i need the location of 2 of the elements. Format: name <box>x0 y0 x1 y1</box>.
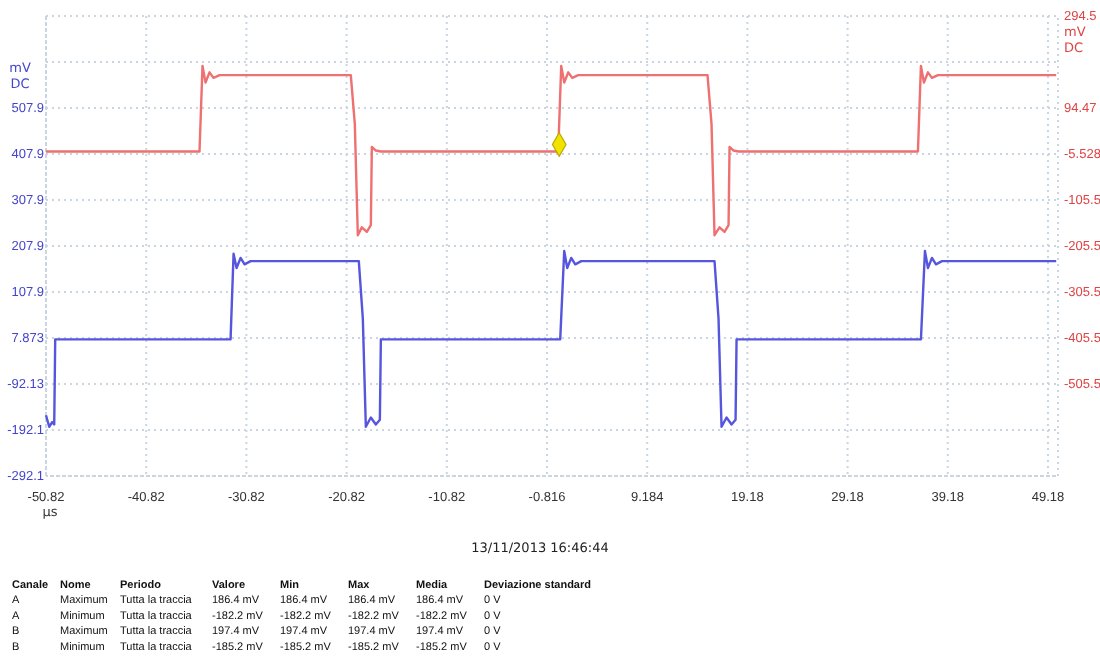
line-series <box>44 249 1058 428</box>
line-series <box>44 64 1058 237</box>
